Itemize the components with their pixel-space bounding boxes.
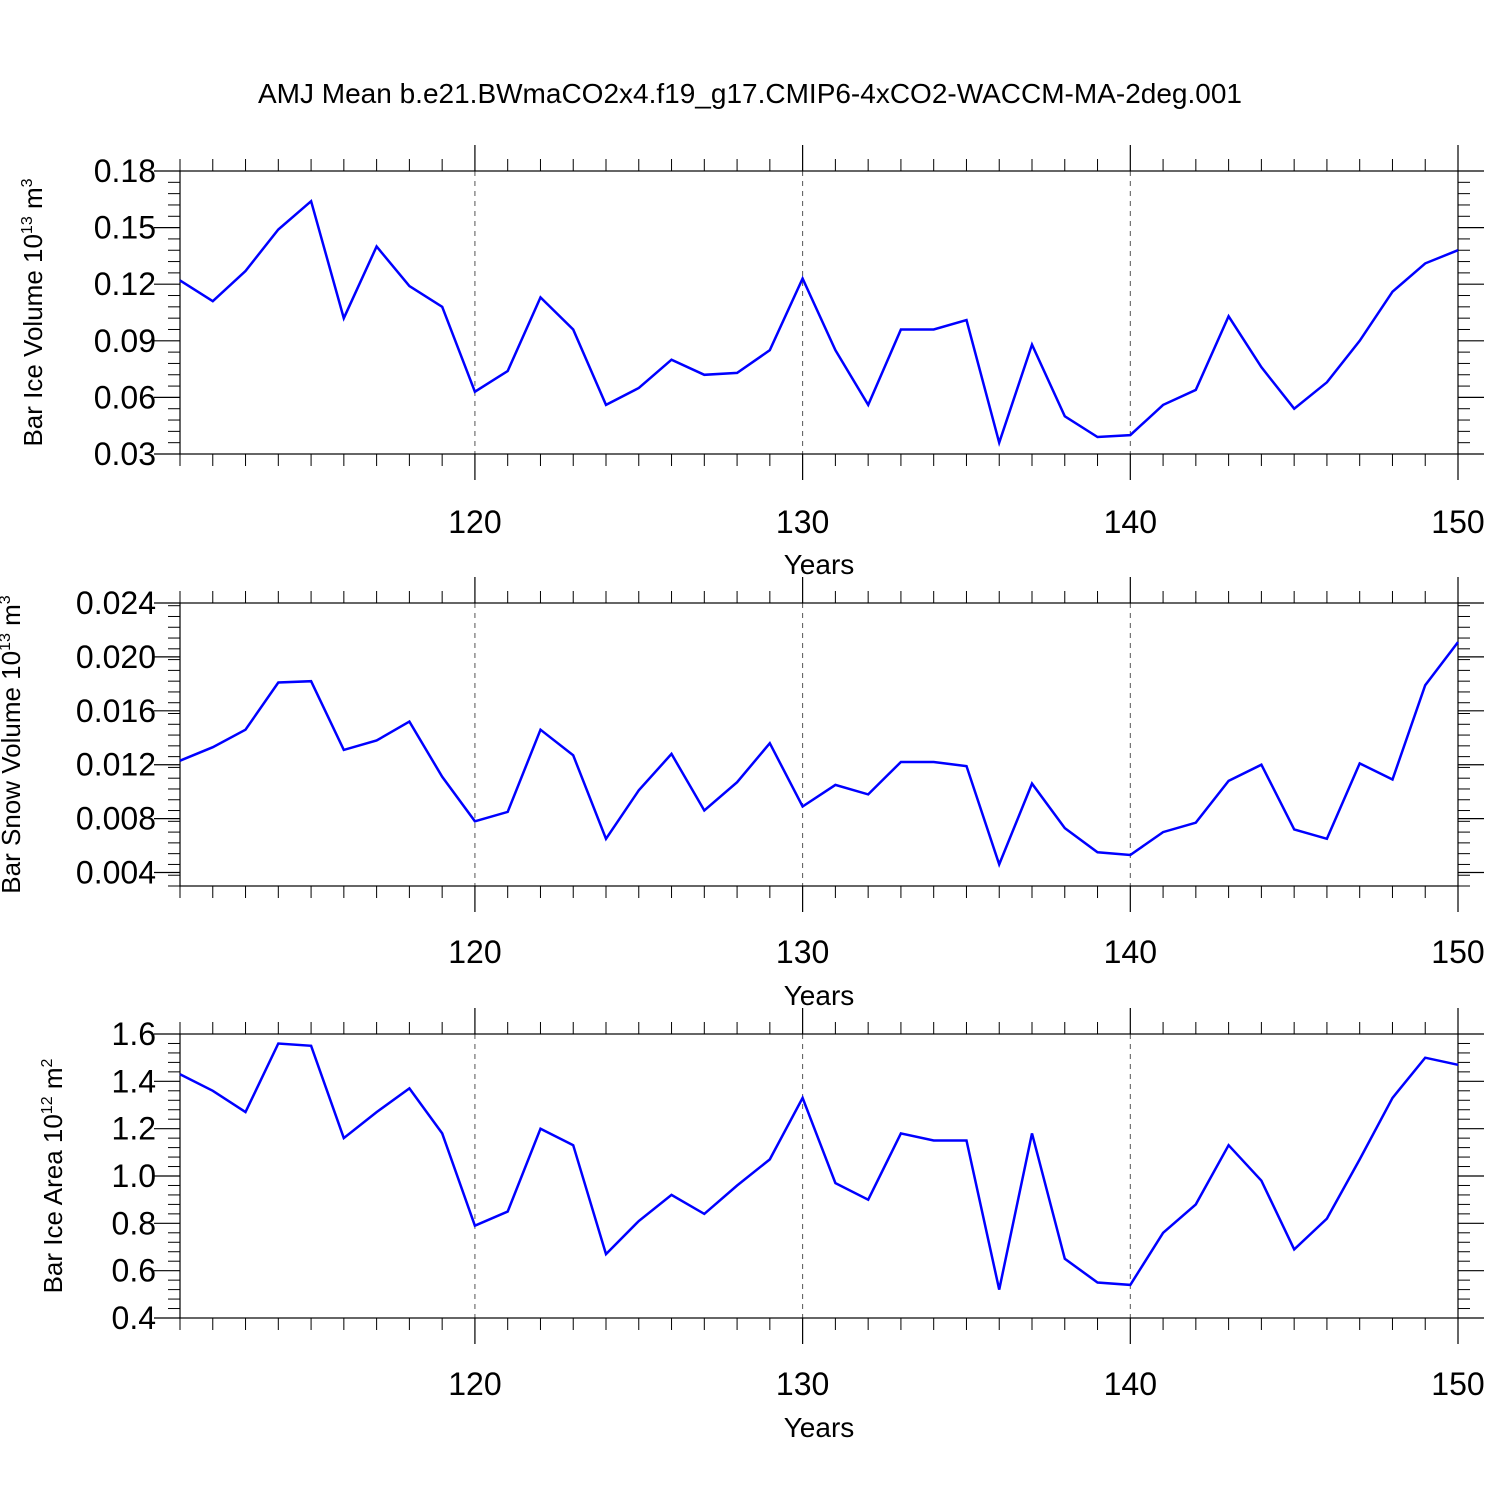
x-tick-label: 130 xyxy=(776,504,829,540)
y-tick-label: 0.004 xyxy=(76,855,156,891)
x-tick-label: 130 xyxy=(776,1366,829,1402)
y-axis-label-exponent: 13 xyxy=(0,633,14,651)
y-tick-label: 1.0 xyxy=(112,1158,156,1194)
y-tick-label: 0.06 xyxy=(94,379,156,415)
y-tick-label: 0.12 xyxy=(94,266,156,302)
y-tick-label: 0.8 xyxy=(112,1205,156,1241)
plot-frame xyxy=(179,1033,1459,1319)
y-axis-label: Bar Snow Volume 1013 m3 xyxy=(0,595,26,894)
y-axis-label-base: Bar Ice Volume 10 xyxy=(18,234,48,446)
y-axis-label-exponent: 13 xyxy=(19,216,36,234)
y-tick-label: 0.016 xyxy=(76,693,156,729)
x-tick-label: 120 xyxy=(448,504,501,540)
y-tick-label: 0.6 xyxy=(112,1253,156,1289)
y-tick-label: 0.012 xyxy=(76,747,156,783)
y-tick-label: 0.024 xyxy=(76,585,156,621)
series-line xyxy=(179,1042,1459,1290)
series-line xyxy=(179,641,1459,869)
y-tick-label: 1.4 xyxy=(112,1063,156,1099)
y-axis-label-unit-exponent: 3 xyxy=(0,595,14,604)
series-line xyxy=(179,198,1459,448)
x-tick-label: 140 xyxy=(1104,1366,1157,1402)
y-tick-label: 0.020 xyxy=(76,639,156,675)
y-axis-label: Bar Ice Area 1012 m2 xyxy=(38,1058,68,1293)
plot-frame xyxy=(179,602,1459,887)
y-axis-label-base: Bar Ice Area 10 xyxy=(38,1114,68,1293)
panel-2: 120 130 140 150 Years 0.004 0.008 0.012 0.016 0.0… xyxy=(0,577,1485,1011)
y-axis-label-base: Bar Snow Volume 10 xyxy=(0,651,26,894)
y-tick-label: 0.09 xyxy=(94,323,156,359)
y-axis-label-unit: m xyxy=(18,187,48,216)
y-tick-label: 0.008 xyxy=(76,801,156,837)
x-tick-label: 150 xyxy=(1431,1366,1484,1402)
x-axis-label: Years xyxy=(784,1412,855,1443)
y-tick-label: 0.18 xyxy=(94,153,156,189)
y-axis-label-unit-exponent: 3 xyxy=(19,178,36,187)
x-tick-label: 120 xyxy=(448,1366,501,1402)
chart-title: AMJ Mean b.e21.BWmaCO2x4.f19_g17.CMIP6-4… xyxy=(258,78,1242,109)
x-tick-label: 150 xyxy=(1431,504,1484,540)
x-tick-label: 140 xyxy=(1104,504,1157,540)
y-tick-label: 0.15 xyxy=(94,210,156,246)
y-axis-label-unit: m xyxy=(0,604,26,633)
x-axis-label: Years xyxy=(784,980,855,1011)
y-tick-label: 1.2 xyxy=(112,1111,156,1147)
y-tick-label: 0.03 xyxy=(94,436,156,472)
y-tick-label: 1.6 xyxy=(112,1016,156,1052)
x-axis-label: Years xyxy=(784,549,855,580)
y-axis-label-unit: m xyxy=(38,1067,68,1096)
x-tick-label: 130 xyxy=(776,934,829,970)
x-tick-label: 120 xyxy=(448,934,501,970)
x-tick-label: 140 xyxy=(1104,934,1157,970)
y-tick-label: 0.4 xyxy=(112,1300,156,1336)
plot-frame xyxy=(179,170,1459,455)
y-axis-label: Bar Ice Volume 1013 m3 xyxy=(18,178,48,446)
y-axis-label-unit-exponent: 2 xyxy=(39,1058,56,1067)
x-tick-label: 150 xyxy=(1431,934,1484,970)
panel-1: 120 130 140 150 Years 0.03 0.06 0.09 0.12 0.15 0.1… xyxy=(18,145,1485,580)
y-axis-label-exponent: 12 xyxy=(39,1096,56,1114)
panel-3: 120 130 140 150 Years 0.4 0.6 0.8 1.0 1.2 1.4 1.6 Ba… xyxy=(38,1008,1485,1443)
